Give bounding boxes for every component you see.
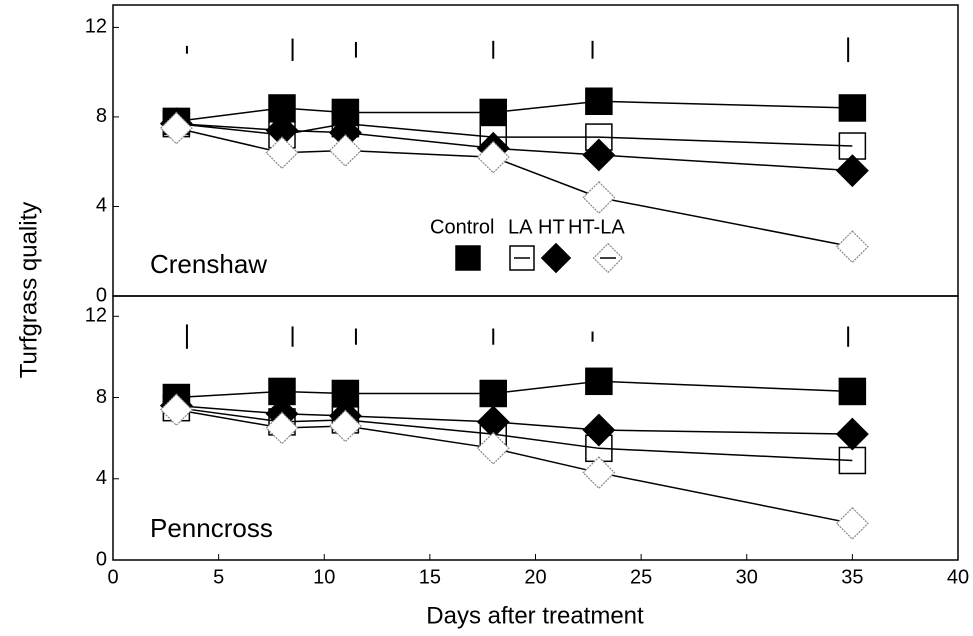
data-point xyxy=(479,379,507,408)
x-tick-label: 35 xyxy=(841,566,863,588)
x-tick-label: 25 xyxy=(630,566,652,588)
x-axis-label: Days after treatment xyxy=(426,602,644,629)
legend-marker xyxy=(455,245,481,271)
series-line xyxy=(176,122,853,172)
y-tick-label: 4 xyxy=(96,467,107,489)
data-point xyxy=(159,111,193,145)
data-point xyxy=(838,94,867,122)
series-line xyxy=(176,127,853,248)
series-line xyxy=(176,380,853,399)
series-line xyxy=(176,404,853,435)
data-point xyxy=(582,413,616,447)
data-point xyxy=(838,377,867,406)
y-tick-label: 4 xyxy=(96,195,107,217)
y-tick-label: 12 xyxy=(85,16,107,38)
data-point xyxy=(476,140,510,174)
data-point xyxy=(582,456,616,490)
x-tick-label: 15 xyxy=(419,566,441,588)
legend-marker xyxy=(540,242,572,274)
x-tick-label: 30 xyxy=(736,566,758,588)
panel-label: Penncross xyxy=(150,513,273,543)
legend-label: LA xyxy=(508,216,533,238)
series-line xyxy=(176,122,853,147)
y-tick-label: 8 xyxy=(96,105,107,127)
x-tick-label: 20 xyxy=(524,566,546,588)
series-line xyxy=(176,408,853,525)
data-point xyxy=(265,136,299,170)
legend-label: HT-LA xyxy=(568,216,625,238)
data-point xyxy=(479,98,507,127)
data-point xyxy=(265,411,299,445)
y-tick-label: 8 xyxy=(96,386,107,408)
y-tick-label: 0 xyxy=(96,548,107,570)
data-point xyxy=(328,134,362,167)
y-tick-label: 0 xyxy=(96,284,107,306)
legend-label: HT xyxy=(538,216,565,238)
data-point xyxy=(585,367,613,396)
data-point xyxy=(328,409,362,443)
x-tick-label: 40 xyxy=(947,566,969,588)
data-point xyxy=(582,138,616,172)
data-point xyxy=(835,417,869,451)
data-point xyxy=(476,431,510,465)
y-tick-label: 12 xyxy=(85,305,107,327)
x-tick-label: 0 xyxy=(107,566,118,588)
data-point xyxy=(582,181,616,214)
legend-label: Control xyxy=(430,216,494,238)
legend-marker xyxy=(509,245,535,271)
data-point xyxy=(585,87,613,116)
data-point xyxy=(835,230,869,264)
x-tick-label: 10 xyxy=(313,566,335,588)
data-point xyxy=(159,393,193,427)
x-tick-label: 5 xyxy=(213,566,224,588)
panel-label: Crenshaw xyxy=(150,249,267,279)
data-point xyxy=(835,506,869,540)
data-point xyxy=(835,154,869,188)
y-axis-label: Turfgrass quality xyxy=(15,202,42,379)
series-line xyxy=(176,406,853,462)
series-line xyxy=(176,100,853,123)
